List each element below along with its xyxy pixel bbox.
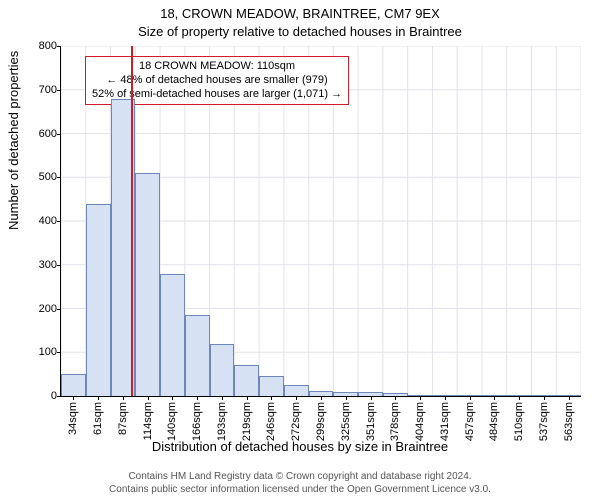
- y-tick-mark: [57, 309, 61, 310]
- x-tick-label: 351sqm: [365, 402, 377, 441]
- x-tick-mark: [321, 396, 322, 400]
- x-tick-label: 193sqm: [216, 402, 228, 441]
- x-tick-mark: [222, 396, 223, 400]
- x-tick-label: 246sqm: [265, 402, 277, 441]
- x-tick-label: 404sqm: [414, 402, 426, 441]
- x-tick-label: 166sqm: [191, 402, 203, 441]
- x-tick-label: 457sqm: [464, 402, 476, 441]
- x-tick-label: 378sqm: [389, 402, 401, 441]
- chart-container: 18, CROWN MEADOW, BRAINTREE, CM7 9EX Siz…: [0, 0, 600, 500]
- property-marker-line: [131, 46, 133, 396]
- x-tick-mark: [73, 396, 74, 400]
- x-tick-label: 219sqm: [241, 402, 253, 441]
- chart-title-address: 18, CROWN MEADOW, BRAINTREE, CM7 9EX: [0, 6, 600, 21]
- footer-line-2: Contains public sector information licen…: [0, 483, 600, 496]
- x-tick-mark: [371, 396, 372, 400]
- x-tick-label: 537sqm: [538, 402, 550, 441]
- x-tick-label: 431sqm: [439, 402, 451, 441]
- x-tick-mark: [395, 396, 396, 400]
- x-tick-mark: [98, 396, 99, 400]
- x-tick-mark: [420, 396, 421, 400]
- y-tick-mark: [57, 177, 61, 178]
- y-tick-mark: [57, 134, 61, 135]
- x-tick-label: 563sqm: [563, 402, 575, 441]
- x-tick-mark: [544, 396, 545, 400]
- histogram-bar: [61, 374, 86, 396]
- y-tick-mark: [57, 221, 61, 222]
- x-tick-mark: [172, 396, 173, 400]
- x-tick-mark: [494, 396, 495, 400]
- y-tick-mark: [57, 352, 61, 353]
- x-tick-mark: [197, 396, 198, 400]
- x-tick-label: 272sqm: [290, 402, 302, 441]
- x-tick-mark: [296, 396, 297, 400]
- histogram-bar: [284, 385, 309, 396]
- histogram-bar: [210, 344, 235, 397]
- annotation-line: 18 CROWN MEADOW: 110sqm: [92, 60, 342, 74]
- y-tick-mark: [57, 396, 61, 397]
- x-tick-label: 510sqm: [513, 402, 525, 441]
- footer-attribution: Contains HM Land Registry data © Crown c…: [0, 470, 600, 496]
- x-tick-mark: [445, 396, 446, 400]
- chart-title-sub: Size of property relative to detached ho…: [0, 24, 600, 39]
- x-tick-mark: [519, 396, 520, 400]
- y-tick-label: 800: [39, 40, 57, 52]
- y-tick-label: 400: [39, 215, 57, 227]
- x-tick-mark: [470, 396, 471, 400]
- annotation-line: ← 48% of detached houses are smaller (97…: [92, 74, 342, 88]
- histogram-bar: [234, 365, 259, 396]
- x-axis-label: Distribution of detached houses by size …: [0, 439, 600, 454]
- y-tick-label: 700: [39, 84, 57, 96]
- x-tick-mark: [148, 396, 149, 400]
- footer-line-1: Contains HM Land Registry data © Crown c…: [0, 470, 600, 483]
- histogram-bar: [259, 376, 284, 396]
- x-tick-label: 61sqm: [92, 402, 104, 435]
- histogram-bar: [185, 315, 210, 396]
- x-tick-mark: [569, 396, 570, 400]
- y-axis-label: Number of detached properties: [6, 51, 21, 230]
- x-tick-label: 140sqm: [166, 402, 178, 441]
- plot-area: 18 CROWN MEADOW: 110sqm← 48% of detached…: [60, 46, 581, 397]
- x-tick-mark: [271, 396, 272, 400]
- y-tick-mark: [57, 265, 61, 266]
- histogram-bar: [135, 173, 160, 396]
- x-tick-label: 114sqm: [142, 402, 154, 440]
- histogram-bar: [160, 274, 185, 397]
- histogram-bar: [86, 204, 111, 397]
- y-tick-label: 300: [39, 259, 57, 271]
- x-tick-label: 484sqm: [488, 402, 500, 441]
- x-tick-label: 299sqm: [315, 402, 327, 441]
- y-tick-label: 600: [39, 128, 57, 140]
- y-tick-label: 500: [39, 171, 57, 183]
- y-tick-mark: [57, 46, 61, 47]
- x-tick-mark: [247, 396, 248, 400]
- x-tick-mark: [346, 396, 347, 400]
- x-tick-label: 325sqm: [340, 402, 352, 441]
- x-tick-label: 87sqm: [117, 402, 129, 435]
- y-tick-label: 100: [39, 346, 57, 358]
- y-tick-mark: [57, 90, 61, 91]
- x-tick-mark: [123, 396, 124, 400]
- x-tick-label: 34sqm: [67, 402, 79, 435]
- y-tick-label: 200: [39, 303, 57, 315]
